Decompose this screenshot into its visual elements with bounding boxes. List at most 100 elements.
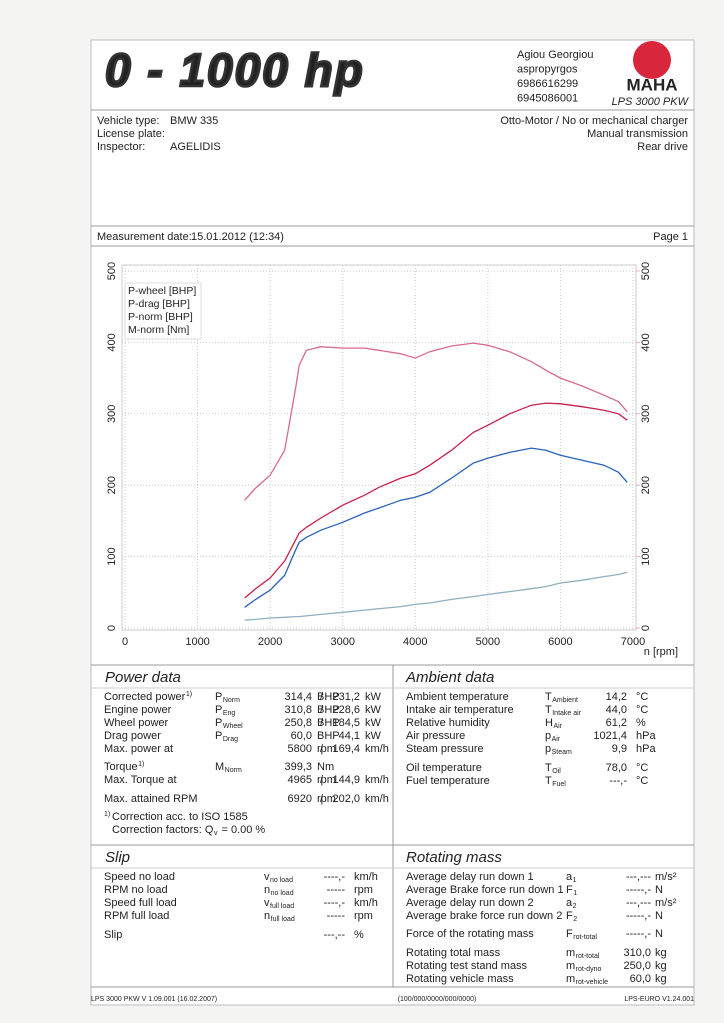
row-label: RPM no load [104, 884, 168, 896]
series-line [244, 571, 628, 621]
row-label: Ambient temperature [406, 691, 509, 703]
row-symbol: H [545, 717, 553, 729]
address-line: 6945086001 [517, 92, 578, 104]
subscript: 1 [573, 877, 577, 884]
row-label: Fuel temperature [406, 775, 490, 787]
date-value: 15.01.2012 (12:34) [191, 231, 284, 243]
row-unit: °C [636, 762, 648, 774]
x-tick-label: 1000 [185, 636, 209, 648]
x-tick-label: 6000 [548, 636, 572, 648]
address-line: aspropyrgos [517, 63, 578, 75]
row-unit: BHP [317, 691, 340, 703]
field-label: Inspector: [97, 141, 145, 153]
row-unit: km/h [365, 793, 389, 805]
legend-box [124, 282, 202, 340]
row-unit: hPa [636, 730, 656, 742]
row-value: 60,0 [291, 730, 312, 742]
row-unit: hPa [636, 743, 656, 755]
row-unit: N [655, 910, 663, 922]
field-label: License plate: [97, 128, 165, 140]
row-unit: rpm [317, 774, 336, 786]
row-label: Oil temperature [406, 762, 482, 774]
note-mark: 1) [104, 811, 110, 818]
section-title: Ambient data [405, 669, 494, 686]
row-value: 250,8 [284, 717, 312, 729]
row-value: ----- [327, 884, 346, 896]
note-text: Correction factors: Q [112, 824, 214, 836]
row-unit: m/s² [655, 897, 677, 909]
row-symbol: n [264, 884, 270, 896]
row-symbol: n [264, 910, 270, 922]
logo: 0 - 1000 hp [105, 44, 365, 96]
footer-text: LPS-EURO V1.24.001 [624, 996, 694, 1003]
row-label: Force of the rotating mass [406, 928, 534, 940]
row-unit: rpm [354, 884, 373, 896]
row-label: Wheel power [104, 717, 169, 729]
subscript: Air [553, 723, 562, 730]
row-symbol: T [545, 775, 552, 787]
subscript: full load [271, 916, 295, 923]
row-value: 61,2 [606, 717, 627, 729]
row-unit: kg [655, 947, 667, 959]
x-tick-label: 7000 [621, 636, 645, 648]
row-unit: Nm [317, 761, 334, 773]
x-axis-label: n [rpm] [644, 646, 678, 658]
row-unit: km/h [365, 774, 389, 786]
y-tick-label: 500 [106, 262, 118, 280]
row-symbol: M [215, 761, 224, 773]
y2-tick-label: 200 [640, 476, 652, 494]
row-symbol: T [545, 691, 552, 703]
row-value: ---,-- [324, 929, 346, 941]
row-value: 14,2 [606, 691, 627, 703]
page-number: Page 1 [653, 231, 688, 243]
row-value: 169,4 [332, 743, 360, 755]
subscript: Norm [223, 697, 240, 704]
row-value: -----,- [626, 928, 651, 940]
row-label: Rotating total mass [406, 947, 501, 959]
subscript: 2 [573, 903, 577, 910]
row-value: -----,- [626, 910, 651, 922]
row-value: ----- [327, 910, 346, 922]
row-unit: °C [636, 775, 648, 787]
row-unit: m/s² [655, 871, 677, 883]
subscript: full load [270, 903, 294, 910]
address-line: 6986616299 [517, 78, 578, 90]
row-label: Rotating vehicle mass [406, 973, 514, 985]
logo-badge [633, 41, 671, 79]
note-text: Correction acc. to ISO 1585 [112, 811, 248, 823]
row-separator: / [320, 793, 324, 805]
legend-entry: P-drag [BHP] [128, 298, 190, 310]
row-unit: km/h [365, 743, 389, 755]
row-value: 6920 [288, 793, 312, 805]
row-value: 78,0 [606, 762, 627, 774]
address-line: Agiou Georgiou [517, 49, 593, 61]
subscript: Norm [225, 767, 242, 774]
row-symbol: m [566, 960, 575, 972]
row-unit: BHP [317, 730, 340, 742]
row-symbol: F [566, 910, 573, 922]
x-tick-label: 3000 [330, 636, 354, 648]
row-value: 5800 [288, 743, 312, 755]
row-separator: / [320, 704, 324, 716]
row-unit: kW [365, 704, 382, 716]
row-label: Relative humidity [406, 717, 490, 729]
row-symbol: m [566, 947, 575, 959]
row-label: Engine power [104, 704, 172, 716]
y2-tick-label: 500 [640, 262, 652, 280]
y-tick-label: 0 [106, 625, 118, 631]
row-separator: / [320, 717, 324, 729]
subscript: 1 [573, 890, 577, 897]
row-label: Intake air temperature [406, 704, 514, 716]
row-unit: % [354, 929, 364, 941]
row-value: ----,- [324, 871, 346, 883]
row-symbol: F [566, 928, 573, 940]
note-value: = 0.00 % [221, 824, 265, 836]
field-value: AGELIDIS [170, 141, 221, 153]
subscript: no load [271, 890, 294, 897]
vehicle-info: Rear drive [637, 141, 688, 153]
row-label: Corrected power [104, 691, 186, 703]
row-value: 144,9 [332, 774, 360, 786]
row-unit: °C [636, 704, 648, 716]
row-unit: kg [655, 960, 667, 972]
